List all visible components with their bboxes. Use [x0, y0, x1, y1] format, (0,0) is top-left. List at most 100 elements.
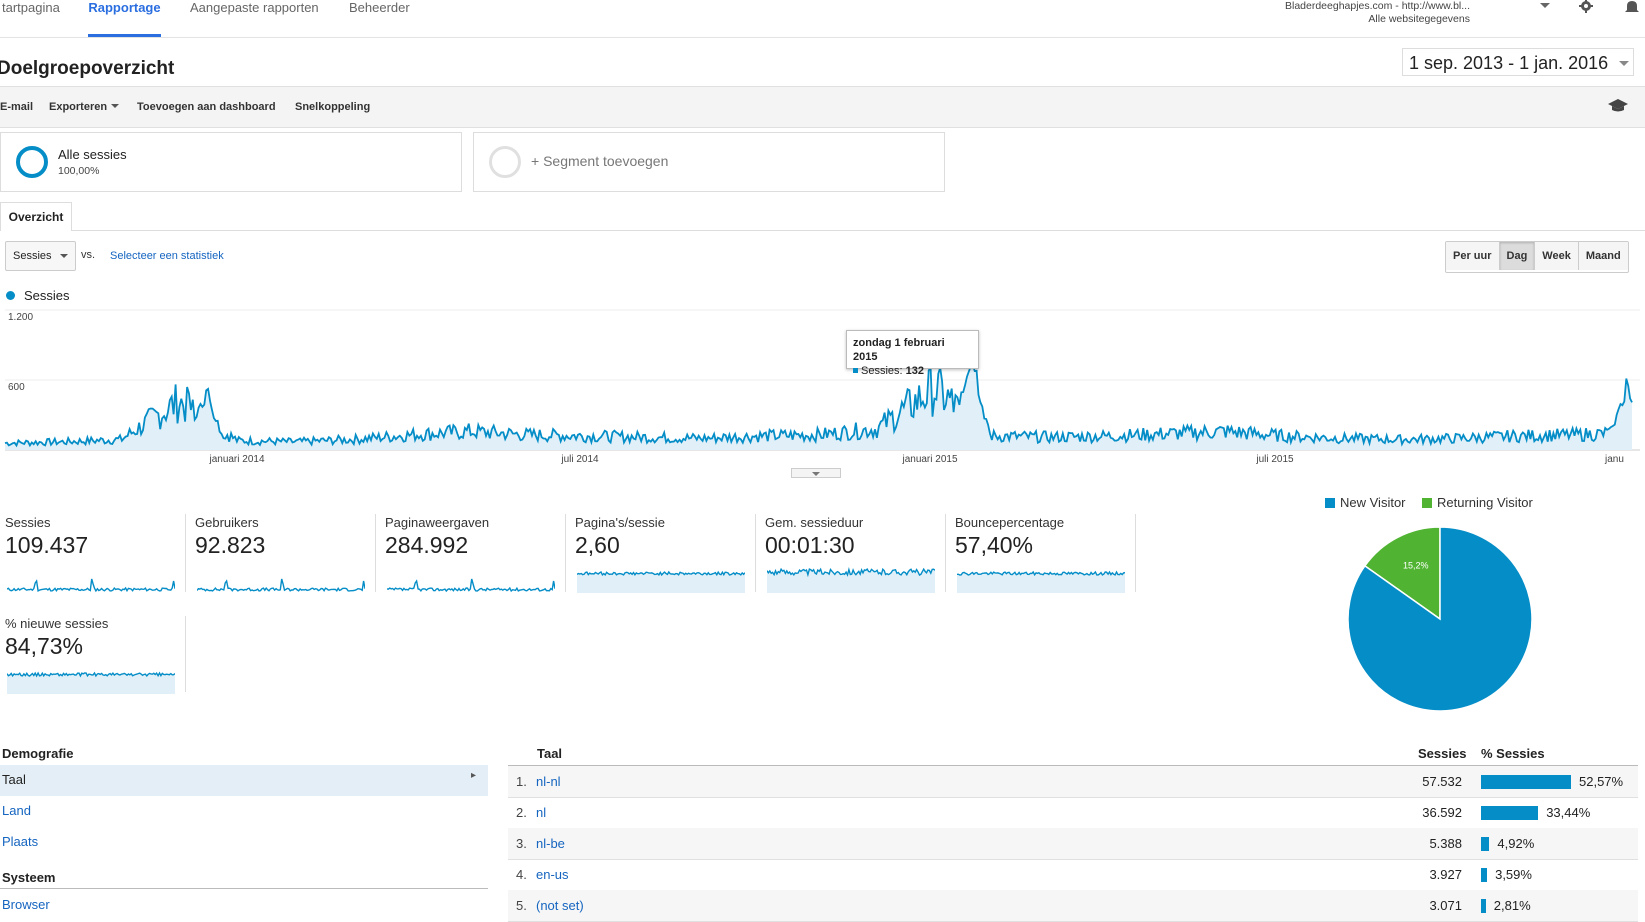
gear-icon[interactable]	[1578, 0, 1594, 14]
metric-label: Pagina's/sessie	[575, 515, 665, 530]
metric-separator	[945, 514, 946, 592]
granularity-hour-button[interactable]: Per uur	[1446, 242, 1500, 270]
row-rank: 2.	[516, 805, 527, 820]
demografie-active-row	[0, 765, 488, 796]
vs-label: vs.	[81, 249, 96, 261]
table-header-divider	[508, 765, 1638, 766]
granularity-month-button[interactable]: Maand	[1578, 242, 1628, 270]
account-name: Bladerdeeghapjes.com - http://www.bl...	[1284, 0, 1470, 12]
metric-card[interactable]: Pagina's/sessie 2,60	[575, 515, 751, 593]
pie-label-returning: 15,2%	[1403, 560, 1429, 570]
table-header-pct-sessies[interactable]: % Sessies	[1481, 746, 1545, 761]
metric-card[interactable]: Gebruikers 92.823	[195, 515, 371, 592]
row-percentage: 33,44%	[1546, 805, 1591, 820]
demografie-heading: Demografie	[2, 746, 74, 761]
sparkline-area	[957, 572, 1125, 593]
row-sessions: 36.592	[1422, 805, 1462, 820]
row-percentage: 3,59%	[1495, 867, 1532, 882]
table-header-sessies[interactable]: Sessies	[1418, 746, 1467, 761]
export-button[interactable]: Exporteren	[49, 101, 120, 113]
metric-value: 109.437	[5, 532, 89, 558]
row-rank: 1.	[516, 774, 527, 789]
pie-slice-returning-visitor[interactable]	[1363, 526, 1441, 621]
row-percentage: 52,57%	[1579, 774, 1624, 789]
metric-card[interactable]: Paginaweergaven 284.992	[385, 515, 561, 593]
sparkline-line	[7, 671, 175, 678]
segment-placeholder-ring-icon	[489, 146, 521, 178]
systeem-item-browser[interactable]: Browser	[2, 897, 50, 912]
chart-tooltip: zondag 1 februari 2015 Sessies: 132	[846, 330, 979, 377]
granularity-toggle: Per uur Dag Week Maand	[1445, 241, 1629, 273]
chevron-down-icon	[60, 254, 68, 258]
metric-label: Gebruikers	[195, 515, 259, 530]
row-language-link[interactable]: nl-nl	[536, 774, 561, 789]
row-language-link[interactable]: nl-be	[536, 836, 565, 851]
metric-sparkline	[767, 566, 935, 593]
pie-legend-new[interactable]: New Visitor	[1325, 495, 1406, 510]
metric-card[interactable]: Sessies 109.437	[5, 515, 181, 593]
metric-sparkline	[197, 578, 365, 592]
visitor-pie-chart[interactable]: 15,2% 84,8%	[1340, 525, 1540, 725]
date-range-text: 1 sep. 2013 - 1 jan. 2016	[1409, 53, 1609, 73]
account-view: Alle websitegegevens	[1368, 13, 1470, 25]
demografie-item-plaats[interactable]: Plaats	[2, 834, 39, 849]
demografie-item-land[interactable]: Land	[2, 803, 31, 818]
row-sessions: 3.071	[1429, 898, 1462, 913]
tooltip-value: 132	[905, 365, 924, 377]
graduation-cap-icon[interactable]	[1608, 98, 1628, 114]
table-header-taal[interactable]: Taal	[537, 746, 563, 761]
sessions-line	[4, 362, 1633, 448]
segment-all-sessions[interactable]: Alle sessies 100,00%	[0, 132, 462, 192]
metric-value: 00:01:30	[765, 532, 855, 558]
row-sessions: 57.532	[1422, 774, 1462, 789]
x-tick-jan-2015: januari 2015	[901, 454, 957, 465]
table-row: 4. en-us 3.927 3,59%	[508, 859, 1638, 891]
tab-startpagina[interactable]: tartpagina	[2, 0, 60, 15]
pie-legend-returning[interactable]: Returning Visitor	[1422, 495, 1533, 510]
segment-name: Alle sessies	[58, 147, 127, 162]
tab-beheerder[interactable]: Beheerder	[349, 0, 410, 15]
segment-ring-icon	[16, 146, 48, 178]
row-language-link[interactable]: nl	[536, 805, 547, 820]
chart-collapse-handle[interactable]	[791, 468, 841, 478]
add-to-dashboard-button[interactable]: Toevoegen aan dashboard	[137, 101, 276, 113]
metric-sparkline	[957, 570, 1125, 593]
tab-overzicht[interactable]: Overzicht	[0, 202, 72, 231]
metric-label: % nieuwe sessies	[5, 616, 109, 631]
granularity-week-button[interactable]: Week	[1535, 242, 1579, 270]
metric-select[interactable]: Sessies	[5, 241, 76, 271]
series-legend-dot	[6, 291, 15, 300]
chevron-down-icon[interactable]	[1540, 3, 1550, 8]
pie-label-new: 84,8%	[1487, 703, 1513, 713]
select-metric-link[interactable]: Selecteer een statistiek	[110, 250, 224, 262]
table-row: 3. nl-be 5.388 4,92%	[508, 828, 1638, 860]
metric-value: 2,60	[575, 532, 620, 558]
shortcut-button[interactable]: Snelkoppeling	[295, 101, 371, 113]
email-button[interactable]: E-mail	[0, 101, 34, 113]
add-segment-button[interactable]: + Segment toevoegen	[473, 132, 945, 192]
top-navigation: tartpagina Rapportage Aangepaste rapport…	[0, 0, 1645, 38]
row-language-link[interactable]: en-us	[536, 867, 569, 882]
pie-slice-new-visitor[interactable]	[1347, 526, 1533, 712]
y-tick-600: 600	[8, 382, 25, 393]
bell-icon[interactable]	[1624, 0, 1640, 14]
chevron-down-icon	[1619, 61, 1629, 66]
metric-card[interactable]: Bouncepercentage 57,40%	[955, 515, 1131, 593]
tab-aangepaste-rapporten[interactable]: Aangepaste rapporten	[190, 0, 319, 15]
tab-rapportage[interactable]: Rapportage	[88, 0, 161, 37]
metric-card[interactable]: Gem. sessieduur 00:01:30	[765, 515, 941, 593]
row-percentage-bar	[1481, 868, 1488, 882]
granularity-day-button[interactable]: Dag	[1499, 242, 1536, 270]
metric-card[interactable]: % nieuwe sessies 84,73%	[5, 616, 181, 694]
metric-value: 57,40%	[955, 532, 1034, 558]
date-range-picker[interactable]: 1 sep. 2013 - 1 jan. 2016	[1402, 48, 1634, 76]
demografie-item-taal[interactable]: Taal	[2, 772, 26, 787]
metric-value: 92.823	[195, 532, 266, 558]
account-selector[interactable]: Bladerdeeghapjes.com - http://www.bl... …	[1285, 0, 1470, 26]
row-language-link[interactable]: (not set)	[536, 898, 584, 913]
sessions-line-chart[interactable]: 1.200 600 januari 2014 juli 2014 januari…	[0, 305, 1645, 465]
series-legend-label[interactable]: Sessies	[24, 288, 70, 303]
metric-label: Sessies	[5, 515, 51, 530]
chevron-down-icon	[111, 104, 120, 108]
page-title: Doelgroepoverzicht	[0, 58, 175, 79]
